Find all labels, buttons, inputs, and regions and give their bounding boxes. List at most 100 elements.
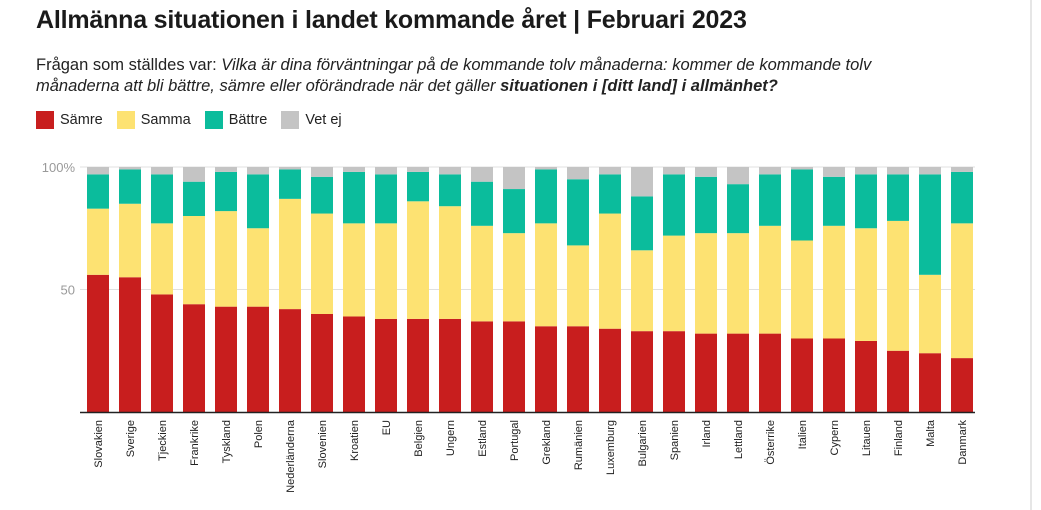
bar-segment-bättre [919, 174, 941, 275]
bar-segment-bättre [855, 174, 877, 229]
legend-label: Vet ej [305, 112, 342, 128]
bar-segment-sämre [247, 306, 269, 412]
bar-segment-vet-ej [247, 167, 269, 175]
bar-segment-vet-ej [87, 167, 109, 175]
bar-segment-bättre [599, 174, 621, 214]
x-tick-label: Litauen [861, 420, 873, 456]
bar-segment-vet-ej [183, 167, 205, 182]
bar-segment-samma [439, 206, 461, 319]
bar-segment-samma [119, 203, 141, 278]
bar-segment-bättre [695, 176, 717, 234]
bar-segment-samma [599, 213, 621, 329]
bar-segment-sämre [87, 274, 109, 412]
bar-segment-sämre [919, 353, 941, 412]
bar-segment-bättre [471, 181, 493, 226]
legend-label: Samma [140, 112, 191, 128]
bar-segment-vet-ej [695, 167, 717, 177]
legend-label: Bättre [228, 112, 268, 128]
bar-segment-samma [727, 233, 749, 334]
x-tick-label: Lettland [733, 420, 745, 459]
bar-segment-samma [215, 211, 237, 307]
bar-segment-bättre [567, 179, 589, 246]
legend-label: Sämre [60, 112, 103, 128]
bar-segment-sämre [215, 306, 237, 412]
bar-segment-samma [951, 223, 973, 359]
x-tick-label: Nederländerna [285, 419, 297, 493]
bar-segment-samma [567, 245, 589, 327]
bar-segment-vet-ej [823, 167, 845, 177]
legend-item: Samma [116, 111, 191, 129]
bar-segment-vet-ej [119, 167, 141, 170]
bar-segment-bättre [151, 174, 173, 224]
bar-segment-vet-ej [663, 167, 685, 175]
bar-segment-sämre [855, 340, 877, 412]
bar-segment-sämre [823, 338, 845, 412]
bar-segment-sämre [439, 318, 461, 412]
bar-segment-bättre [407, 171, 429, 202]
bar-segment-bättre [439, 174, 461, 207]
bar-segment-vet-ej [215, 167, 237, 172]
bar-segment-vet-ej [791, 167, 813, 170]
bar-segment-sämre [119, 277, 141, 412]
y-tick-label: 50 [61, 283, 75, 298]
bar-segment-vet-ej [855, 167, 877, 175]
bar-segment-sämre [151, 294, 173, 412]
bar-segment-sämre [695, 333, 717, 412]
legend-swatch [116, 111, 135, 129]
x-tick-label: Ungern [445, 420, 457, 456]
bar-segment-bättre [343, 171, 365, 224]
bar-segment-bättre [535, 169, 557, 224]
x-tick-label: Irland [701, 420, 713, 448]
bar-segment-sämre [887, 350, 909, 412]
x-tick-label: Slovenien [317, 420, 329, 468]
bar-segment-samma [919, 274, 941, 354]
x-tick-label: Polen [253, 420, 265, 448]
bar-segment-samma [791, 240, 813, 339]
subtitle-emphasis: situationen i [ditt land] i allmänhet? [500, 77, 778, 95]
bar-segment-vet-ej [311, 167, 333, 177]
bar-segment-bättre [759, 174, 781, 226]
bar-segment-sämre [759, 333, 781, 412]
bar-segment-samma [663, 235, 685, 332]
bar-segment-vet-ej [631, 167, 653, 197]
bar-segment-samma [759, 225, 781, 334]
bar-segment-samma [503, 233, 525, 322]
x-tick-label: Rumänien [573, 420, 585, 470]
x-tick-label: Bulgarien [637, 420, 649, 466]
bar-segment-bättre [375, 174, 397, 224]
x-tick-label: Slovakien [93, 420, 105, 468]
bar-segment-samma [311, 213, 333, 314]
bar-segment-vet-ej [951, 167, 973, 172]
bar-segment-vet-ej [727, 167, 749, 185]
bar-segment-bättre [247, 174, 269, 229]
bar-segment-samma [87, 208, 109, 275]
bar-segment-bättre [631, 196, 653, 251]
bar-segment-vet-ej [759, 167, 781, 175]
x-tick-label: EU [381, 420, 393, 435]
bar-segment-vet-ej [375, 167, 397, 175]
x-tick-label: Luxemburg [605, 420, 617, 475]
bar-segment-samma [279, 198, 301, 310]
bar-segment-vet-ej [503, 167, 525, 190]
bar-segment-sämre [311, 314, 333, 412]
legend-item: Vet ej [281, 111, 342, 129]
x-tick-label: Danmark [957, 420, 969, 465]
legend-swatch [204, 111, 223, 129]
bar-segment-sämre [791, 338, 813, 412]
bar-segment-sämre [663, 331, 685, 412]
bar-segment-bättre [87, 174, 109, 209]
page-border [1030, 0, 1032, 510]
x-tick-label: Belgien [413, 420, 425, 457]
bar-segment-vet-ej [887, 167, 909, 175]
bar-segment-sämre [535, 326, 557, 412]
bar-segment-bättre [503, 189, 525, 234]
legend-item: Bättre [204, 111, 268, 129]
bar-segment-vet-ej [599, 167, 621, 175]
bar-segment-sämre [631, 331, 653, 412]
legend-swatch [36, 111, 54, 129]
bar-segment-sämre [279, 309, 301, 412]
x-tick-label: Tjeckien [157, 420, 169, 461]
bar-segment-vet-ej [343, 167, 365, 172]
x-tick-label: Portugal [509, 420, 521, 461]
